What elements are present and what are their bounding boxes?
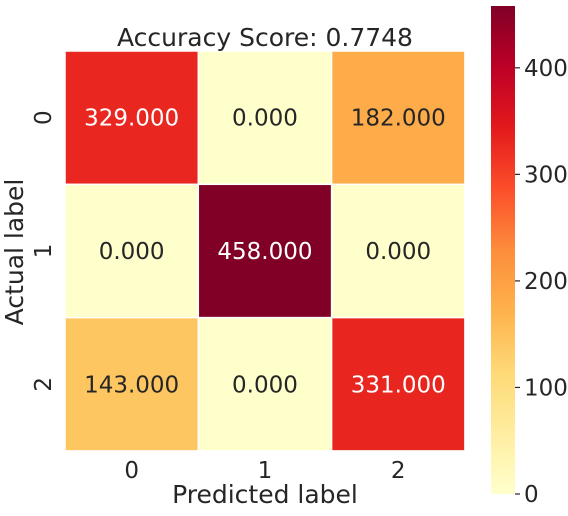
x-axis-ticks: 0 1 2 <box>124 458 405 484</box>
y-tick-label: 0 <box>31 110 57 125</box>
y-tick-label: 1 <box>31 244 57 259</box>
heatmap-cell <box>65 185 198 317</box>
y-tick-label: 2 <box>31 377 57 392</box>
x-tick-label: 2 <box>391 458 406 484</box>
cell-value-label: 0.000 <box>232 372 298 398</box>
heatmap-cell <box>332 318 465 451</box>
x-tick-label: 0 <box>124 458 139 484</box>
colorbar-tick-label: 0 <box>524 482 539 508</box>
heatmap-cell <box>332 51 465 184</box>
heatmap-cell <box>199 51 331 184</box>
colorbar-tick-label: 400 <box>524 56 568 82</box>
x-tick-label: 1 <box>258 458 273 484</box>
cell-value-label: 0.000 <box>99 239 165 265</box>
x-axis-label: Predicted label <box>172 480 358 509</box>
colorbar <box>491 6 515 494</box>
colorbar-tick-label: 300 <box>524 162 568 188</box>
cell-value-label: 331.000 <box>351 372 446 398</box>
cell-value-label: 458.000 <box>217 239 312 265</box>
colorbar-tick-label: 200 <box>524 269 568 295</box>
heatmap-cell <box>199 318 331 451</box>
heatmap-cell <box>65 51 198 184</box>
heatmap-cell-labels: 329.000 0.000 182.000 0.000 458.000 0.000 143.… <box>84 106 446 399</box>
heatmap-cell <box>199 185 331 317</box>
cell-value-label: 329.000 <box>84 106 179 132</box>
heatmap-cell <box>332 185 465 317</box>
cell-value-label: 143.000 <box>84 372 179 398</box>
colorbar-tick-label: 100 <box>524 375 568 401</box>
chart-title: Accuracy Score: 0.7748 <box>117 23 413 52</box>
cell-value-label: 0.000 <box>365 239 431 265</box>
heatmap-cells <box>65 51 465 451</box>
cell-value-label: 182.000 <box>351 106 446 132</box>
colorbar-ticks: 0 100 200 300 400 <box>515 56 568 508</box>
y-axis-label: Actual label <box>0 179 29 326</box>
cell-value-label: 0.000 <box>232 106 298 132</box>
heatmap-cell <box>65 318 198 451</box>
y-axis-ticks: 0 1 2 <box>31 110 57 391</box>
